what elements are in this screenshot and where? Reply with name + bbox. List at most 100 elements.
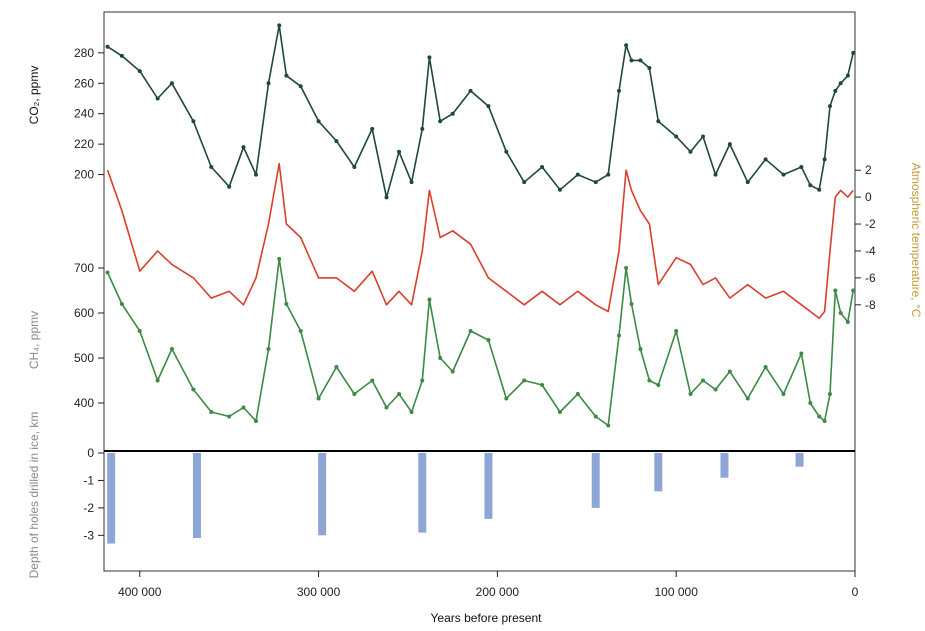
- co2-data-point: [352, 164, 357, 169]
- co2-data-point: [450, 111, 455, 116]
- ch4-data-point: [253, 419, 258, 423]
- temp-tick-label: 2: [865, 163, 872, 177]
- ch4-data-point: [277, 257, 282, 261]
- co2-data-point: [420, 126, 425, 131]
- ch4-data-point: [119, 302, 124, 306]
- co2-tick-label: 220: [74, 137, 94, 151]
- depth-bars-layer: [107, 453, 804, 544]
- ch4-data-point: [606, 423, 611, 428]
- ch4-data-point: [438, 356, 443, 360]
- co2-data-point: [575, 172, 580, 177]
- depth-bar: [591, 453, 600, 508]
- ch4-data-point: [169, 347, 174, 351]
- ch4-data-point: [427, 297, 432, 302]
- ch4-data-point: [284, 302, 289, 306]
- x-axis-title: Years before present: [431, 611, 543, 625]
- ch4-data-point: [105, 270, 110, 275]
- co2-data-point: [688, 149, 693, 154]
- co2-data-point: [397, 149, 402, 154]
- co2-data-point: [486, 104, 491, 109]
- depth-bar: [720, 453, 729, 478]
- ch4-data-point: [833, 288, 838, 293]
- depth-bar: [795, 453, 804, 467]
- depth-bar: [192, 453, 201, 539]
- co2-series-line: [107, 24, 854, 199]
- co2-data-point: [808, 183, 813, 188]
- series-layer: [105, 23, 856, 428]
- depth-tick-label: -3: [83, 528, 94, 542]
- co2-data-point: [137, 69, 142, 74]
- ch4-data-point: [241, 405, 246, 410]
- temp-tick-label: 0: [865, 190, 872, 204]
- co2-data-point: [266, 81, 271, 86]
- co2-data-point: [540, 164, 545, 169]
- ch4-data-point: [522, 378, 527, 383]
- ch4-data-point: [137, 329, 142, 333]
- co2-data-point: [656, 119, 661, 124]
- ch4-data-point: [468, 329, 473, 333]
- co2-data-point: [557, 187, 562, 192]
- co2-data-point: [638, 58, 643, 63]
- co2-data-point: [253, 172, 258, 177]
- depth-tick-label: 0: [87, 446, 94, 460]
- temp-tick-label: -2: [865, 217, 876, 231]
- ch4-data-point: [817, 414, 822, 419]
- co2-data-point: [105, 44, 110, 49]
- x-tick-label: 200 000: [476, 585, 520, 599]
- ch4-data-point: [575, 392, 580, 396]
- ch4-data-point: [504, 396, 509, 401]
- co2-data-point: [727, 142, 732, 147]
- x-tick-label: 0: [852, 585, 859, 599]
- temperature-axis-title: Atmospheric temperature, °C: [909, 163, 923, 318]
- co2-data-point: [277, 23, 282, 28]
- depth-axis-title: Depth of holes drilled in ice, km: [27, 412, 41, 579]
- co2-data-point: [155, 96, 160, 101]
- co2-data-point: [227, 184, 232, 189]
- ch4-data-point: [629, 302, 634, 306]
- temp-tick-label: -4: [865, 244, 876, 258]
- depth-tick-label: -1: [83, 473, 94, 487]
- co2-data-point: [845, 73, 850, 78]
- co2-data-point: [504, 149, 509, 154]
- co2-data-point: [629, 58, 634, 63]
- depth-bar: [318, 453, 327, 536]
- ch4-data-point: [191, 387, 196, 392]
- ch4-data-point: [155, 378, 160, 383]
- ch4-tick-label: 500: [74, 351, 94, 365]
- ch4-data-point: [808, 401, 813, 405]
- ch4-data-point: [781, 392, 786, 396]
- ch4-data-point: [298, 329, 303, 333]
- ch4-axis-title: CH₄, ppmv: [27, 311, 41, 369]
- x-tick-label: 400 000: [118, 585, 162, 599]
- upper-plot-frame: [103, 11, 856, 452]
- ch4-series-line: [106, 258, 854, 427]
- ch4-data-point: [838, 311, 843, 315]
- ch4-data-point: [624, 266, 629, 270]
- co2-data-point: [827, 104, 832, 109]
- ch4-data-point: [688, 392, 693, 396]
- ch4-data-point: [334, 365, 339, 369]
- ch4-data-point: [593, 414, 598, 419]
- ch4-data-point: [450, 369, 455, 374]
- ch4-tick-label: 700: [74, 261, 94, 275]
- co2-data-point: [624, 43, 629, 48]
- ch4-data-point: [745, 396, 750, 401]
- co2-tick-label: 280: [74, 46, 94, 60]
- depth-bar: [654, 453, 663, 492]
- co2-data-point: [284, 73, 289, 78]
- co2-tick-label: 240: [74, 107, 94, 121]
- co2-data-point: [209, 164, 214, 169]
- axes-layer: 200 220 240 260 280 2 0 -2 -4 -6 -8 400 500 600 700 0 -1…: [74, 46, 876, 599]
- ch4-data-point: [420, 378, 425, 383]
- ch4-data-point: [701, 378, 706, 383]
- co2-axis-title: CO₂, ppmv: [27, 66, 41, 125]
- co2-data-point: [316, 119, 321, 124]
- ch4-data-point: [486, 338, 491, 342]
- co2-data-point: [701, 134, 706, 139]
- ch4-data-point: [409, 410, 414, 414]
- ch4-data-point: [227, 414, 232, 419]
- ch4-data-point: [727, 369, 732, 374]
- depth-bar: [484, 453, 493, 519]
- ch4-data-point: [616, 333, 621, 338]
